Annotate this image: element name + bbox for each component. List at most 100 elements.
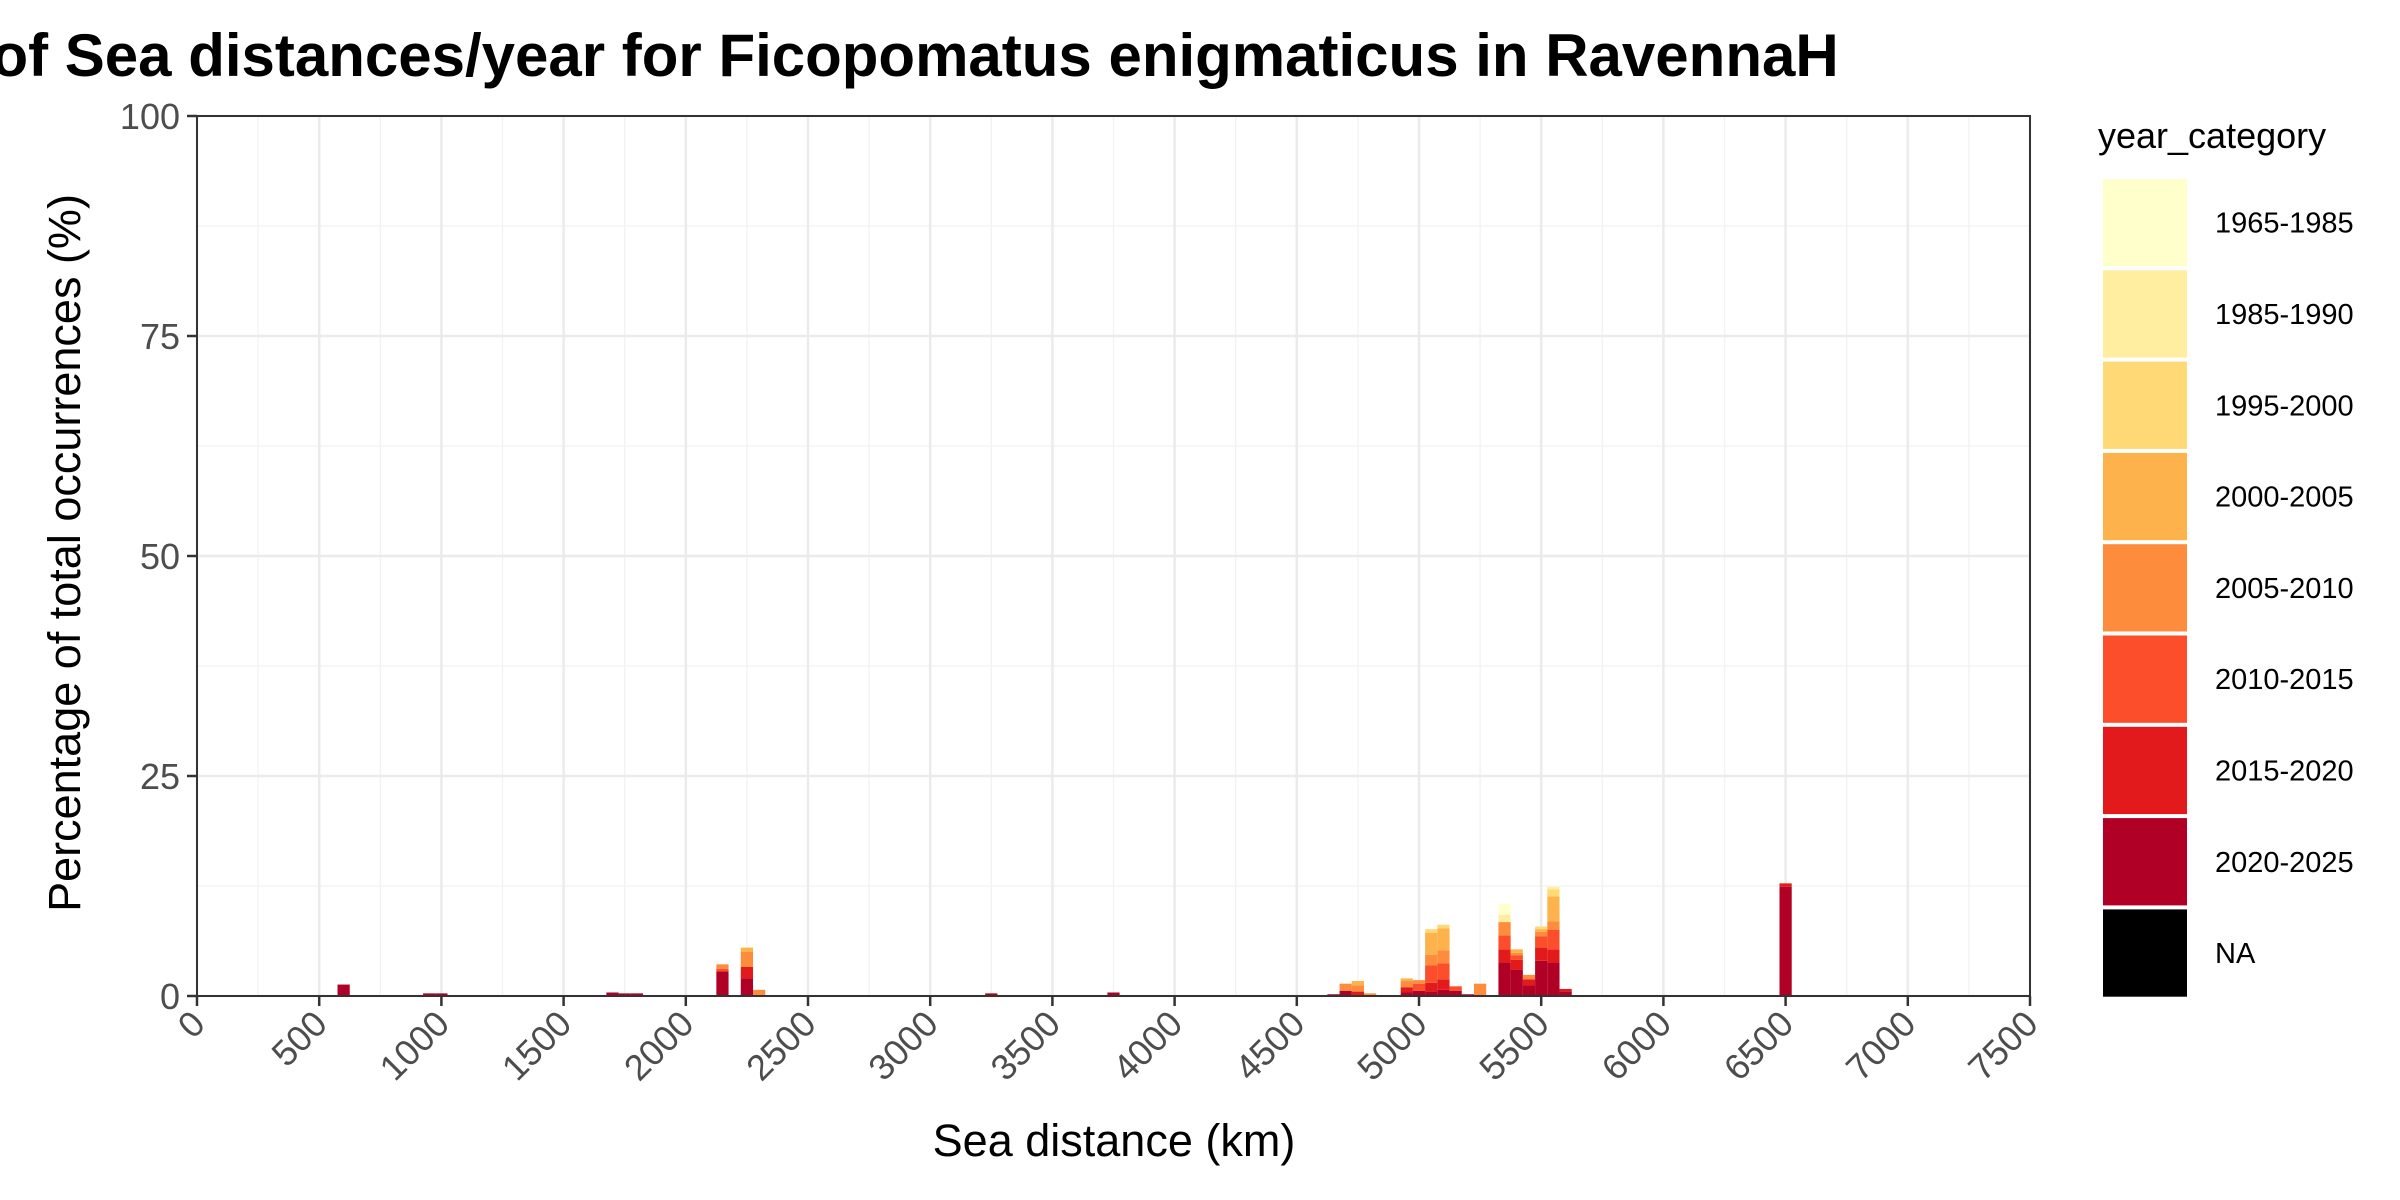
y-tick-label: 100 (120, 96, 180, 137)
bar-segment (1547, 962, 1560, 996)
bar-segment (1522, 979, 1536, 986)
bar-segment (1510, 969, 1523, 996)
y-tick-label: 75 (140, 316, 180, 357)
legend-label: 2010-2015 (2215, 664, 2354, 696)
bar-segment (1535, 931, 1548, 937)
legend-label: 2020-2025 (2215, 847, 2354, 879)
bar-segment (1510, 959, 1523, 970)
bar-segment (1400, 992, 1413, 996)
bar-segment (1559, 988, 1572, 992)
bar-segment (1473, 983, 1487, 996)
y-tick-label: 50 (140, 536, 180, 577)
bar-segment (1559, 991, 1572, 996)
legend-key (2103, 635, 2187, 723)
legend: 1965-1985 1985-1990 1995-2000 2000-2005 2005… (2103, 179, 2354, 997)
bar-segment (1547, 889, 1560, 897)
bar-segment (1498, 922, 1511, 936)
bar-segment (423, 993, 436, 996)
chart-title: Frequencies of Sea distances/year for Fi… (0, 22, 1839, 89)
bar-segment (1425, 932, 1438, 955)
bar-segment (740, 966, 754, 979)
bar-segment (1510, 952, 1523, 956)
legend-key (2103, 361, 2187, 449)
bar-segment (1510, 949, 1523, 953)
bar-segment (1412, 990, 1426, 996)
legend-key (2103, 544, 2187, 632)
bar-segment (1779, 886, 1792, 996)
legend-key (2103, 270, 2187, 358)
legend-label: 1985-1990 (2215, 299, 2354, 331)
legend-key (2103, 818, 2187, 906)
bar-segment (753, 989, 766, 996)
bar-segment (1412, 980, 1426, 984)
bar-segment (1400, 978, 1413, 982)
bar-segment (1547, 886, 1560, 890)
bar-segment (435, 993, 448, 996)
bar-segment (1547, 930, 1560, 950)
bar-segment (1535, 929, 1548, 932)
bar-segment (716, 968, 729, 972)
bar-segment (985, 993, 998, 996)
bar-segment (1339, 990, 1352, 996)
bar-segment (1351, 981, 1365, 986)
bar-segment (740, 952, 754, 967)
bar-segment (1547, 921, 1560, 930)
y-axis-ticks: 0 25 50 75 100 (120, 96, 197, 1017)
bar-segment (1437, 989, 1450, 996)
bar-segment (1510, 955, 1523, 960)
bar-segment (1364, 993, 1377, 996)
bar-segment (1437, 963, 1450, 980)
bar-segment (1449, 990, 1462, 996)
bar-segment (1425, 982, 1438, 992)
x-axis-title: Sea distance (km) (933, 1115, 1296, 1166)
bar-segment (1400, 981, 1413, 988)
legend-label: 1995-2000 (2215, 390, 2354, 422)
bar-segment (1400, 987, 1413, 993)
bar-segment (1779, 883, 1792, 887)
bar-segment (1412, 983, 1426, 991)
legend-key (2103, 909, 2187, 997)
bar-segment (1425, 954, 1438, 966)
bars-layer (337, 883, 1792, 996)
legend-label: 2005-2010 (2215, 573, 2354, 605)
bar-segment (630, 993, 644, 996)
bar-segment (1351, 991, 1365, 996)
y-tick-label: 0 (160, 976, 180, 1017)
bar-segment (1425, 965, 1438, 983)
bar-segment (1535, 960, 1548, 996)
bar-segment (1535, 936, 1548, 948)
bar-segment (1339, 983, 1352, 991)
legend-label: 1965-1985 (2215, 208, 2354, 240)
bar-segment (1425, 991, 1438, 996)
legend-key (2103, 452, 2187, 541)
bar-segment (1498, 949, 1511, 963)
legend-label: 2000-2005 (2215, 482, 2354, 514)
bar-segment (1437, 928, 1450, 951)
bar-segment (1498, 962, 1511, 996)
major-gridlines (195, 114, 2032, 998)
bar-segment (1522, 974, 1536, 980)
legend-label: 2015-2020 (2215, 755, 2354, 787)
bar-segment (1425, 929, 1438, 933)
bar-segment (1522, 985, 1536, 996)
bar-segment (1449, 986, 1462, 991)
legend-title: year_category (2098, 115, 2326, 156)
bar-segment (716, 971, 729, 996)
bar-segment (618, 993, 631, 996)
bar-segment (1351, 985, 1365, 992)
y-tick-label: 25 (140, 756, 180, 797)
bar-segment (1498, 935, 1511, 950)
legend-key (2103, 726, 2187, 815)
bar-segment (1547, 896, 1560, 922)
bar-segment (1437, 924, 1450, 929)
bar-segment (1498, 915, 1511, 923)
legend-label: NA (2215, 938, 2256, 970)
bar-segment (606, 992, 619, 996)
bar-segment (1437, 979, 1450, 990)
bar-segment (1437, 950, 1450, 964)
bar-segment (1535, 947, 1548, 961)
bar-segment (1547, 949, 1560, 963)
